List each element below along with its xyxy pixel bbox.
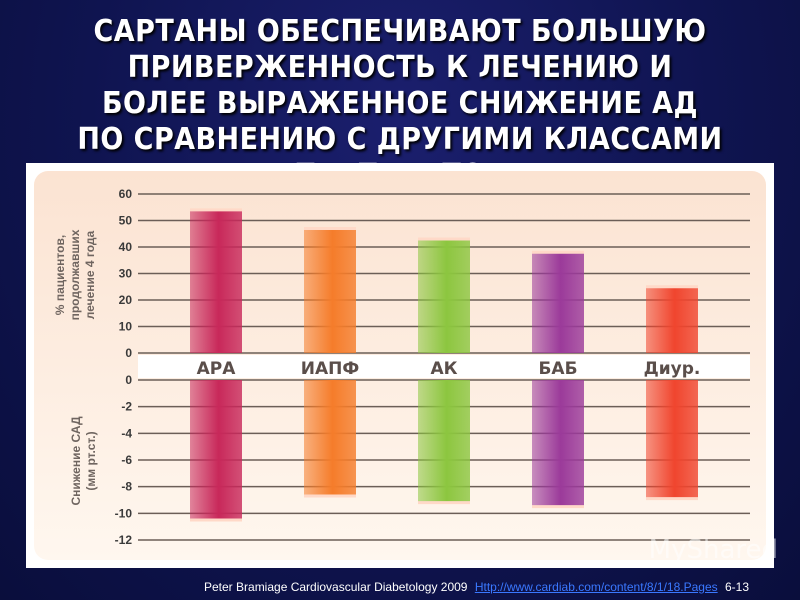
y-tick-label: -4	[121, 426, 132, 440]
bar-bp-reduction	[646, 380, 698, 499]
bar-bp-reduction	[532, 380, 584, 507]
category-label: АРА	[197, 359, 237, 379]
y-tick-label: 60	[119, 187, 133, 201]
y-tick-label: -10	[115, 506, 133, 520]
y-axis-title-bottom: Снижение САД(мм рт.ст.)	[69, 416, 98, 505]
bar-adherence	[646, 286, 698, 353]
category-label: Диур.	[644, 359, 701, 379]
y-tick-label: -6	[121, 453, 132, 467]
chart-panel: 0 10 20 30 40 50 60 0 -2 -4 -6 -8 -10 -12 АРА ИАПФ АК БАБ…	[26, 163, 774, 568]
bar-adherence	[418, 239, 470, 353]
y-tick-label: -12	[115, 533, 133, 547]
y-tick-label: 0	[125, 373, 132, 387]
citation-text: Peter Bramiage Cardiovascular Diabetolog…	[204, 580, 468, 594]
bar-adherence	[304, 228, 356, 353]
y-tick-label: 30	[119, 267, 133, 281]
source-footer: Peter Bramiage Cardiovascular Diabetolog…	[204, 580, 749, 594]
bar-bp-reduction	[418, 380, 470, 503]
y-tick-label: 50	[119, 214, 133, 228]
bar-adherence	[532, 252, 584, 353]
category-label: БАБ	[538, 359, 577, 379]
bar-bp-reduction	[190, 380, 242, 520]
y-tick-label: -8	[121, 480, 132, 494]
category-label: АК	[430, 359, 457, 379]
y-tick-label: -2	[121, 400, 132, 414]
bar-bp-reduction	[304, 380, 356, 496]
source-link[interactable]: Http://www.cardiab.com/content/8/1/18.Pa…	[474, 580, 718, 594]
bar-chart: 0 10 20 30 40 50 60 0 -2 -4 -6 -8 -10 -12 АРА ИАПФ АК БАБ…	[34, 171, 766, 560]
page-range: 6-13	[724, 580, 749, 594]
y-tick-label: 0	[125, 346, 132, 360]
bar-adherence	[190, 209, 242, 353]
watermark-logo: MyShared	[648, 535, 778, 565]
y-tick-label: 40	[119, 240, 133, 254]
y-tick-label: 10	[119, 320, 133, 334]
y-tick-label: 20	[119, 293, 133, 307]
category-label: ИАПФ	[301, 359, 359, 379]
y-axis-title-top: % пациентов,продолжавшихлечение 4 года	[53, 229, 97, 320]
category-band	[138, 355, 750, 378]
